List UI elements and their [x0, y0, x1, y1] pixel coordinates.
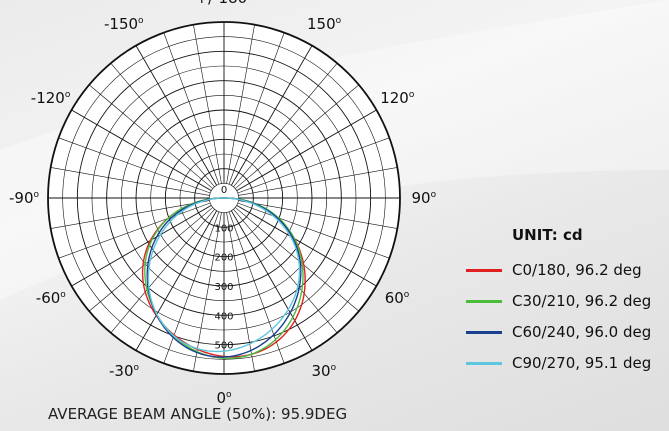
angle-label: 150o	[307, 15, 342, 34]
average-beam-angle-note: AVERAGE BEAM ANGLE (50%): 95.9DEG	[48, 405, 348, 423]
legend-swatch	[466, 299, 502, 303]
legend-swatch	[466, 361, 502, 365]
angle-label: 30o	[311, 361, 337, 380]
radial-tick-label: 400	[214, 311, 233, 322]
grid-spoke	[228, 32, 285, 185]
grid-spoke	[233, 209, 338, 334]
angle-label: -150o	[104, 15, 144, 34]
grid-spoke	[193, 212, 222, 372]
angle-label: 90o	[411, 188, 437, 207]
angle-label: -30o	[109, 361, 140, 380]
angle-label: -90o	[9, 188, 40, 207]
intensity-curve	[144, 197, 304, 359]
legend-label: C90/270, 95.1 deg	[512, 354, 652, 372]
grid-spoke	[135, 45, 218, 186]
grid-spoke	[230, 45, 313, 186]
grid-spoke	[163, 32, 220, 185]
radial-tick-label: 500	[214, 341, 233, 352]
grid-spoke	[226, 24, 255, 184]
radial-tick-label: 100	[214, 223, 233, 234]
grid-spoke	[238, 200, 398, 229]
grid-spoke	[233, 62, 338, 187]
grid-spoke	[135, 210, 218, 351]
grid-spoke	[50, 167, 210, 196]
intensity-curve	[146, 197, 302, 358]
grid-spoke	[235, 84, 360, 189]
legend-item-c60: C60/240, 96.0 deg	[466, 322, 651, 342]
radial-tick-labels: 0 100 200 300 400 500	[214, 185, 233, 352]
intensity-curves	[141, 197, 306, 359]
grid-spoke	[110, 62, 215, 187]
angle-label: 60o	[384, 288, 410, 307]
grid-spoke	[71, 109, 212, 192]
radial-tick-label: 300	[214, 282, 233, 293]
grid-spoke	[237, 137, 390, 194]
grid-spoke	[228, 211, 285, 364]
radial-tick-label: 0	[221, 185, 227, 196]
angle-label: 0o	[216, 388, 232, 407]
grid-spoke	[88, 84, 213, 189]
legend-label: C30/210, 96.2 deg	[512, 292, 652, 310]
grid-spoke	[58, 137, 211, 194]
grid-spoke	[50, 200, 210, 229]
grid-spoke	[226, 212, 255, 372]
grid-spoke	[230, 210, 313, 351]
angle-label: +/-180o	[196, 0, 253, 6]
grid-spoke	[238, 167, 398, 196]
legend-label: C60/240, 96.0 deg	[512, 323, 652, 341]
legend-label: C0/180, 96.2 deg	[512, 261, 642, 279]
grid-spoke	[193, 24, 222, 184]
radial-tick-label: 200	[214, 253, 233, 264]
grid-spoke	[110, 209, 215, 334]
angle-label: -120o	[30, 88, 71, 107]
legend-item-c30: C30/210, 96.2 deg	[466, 291, 651, 311]
grid-spoke	[237, 202, 390, 259]
intensity-curve	[147, 197, 301, 353]
grid-spoke	[235, 207, 360, 312]
grid-spoke	[236, 204, 377, 287]
legend-swatch	[466, 268, 502, 272]
angle-label: 120o	[380, 88, 415, 107]
unit-label: UNIT: cd	[512, 226, 583, 244]
legend-item-c0: C0/180, 96.2 deg	[466, 260, 642, 280]
grid-spoke	[58, 202, 211, 259]
angle-label: -60o	[35, 288, 66, 307]
grid-spoke	[71, 204, 212, 287]
legend-item-c90: C90/270, 95.1 deg	[466, 353, 651, 373]
legend-swatch	[466, 330, 502, 334]
grid-spoke	[236, 109, 377, 192]
